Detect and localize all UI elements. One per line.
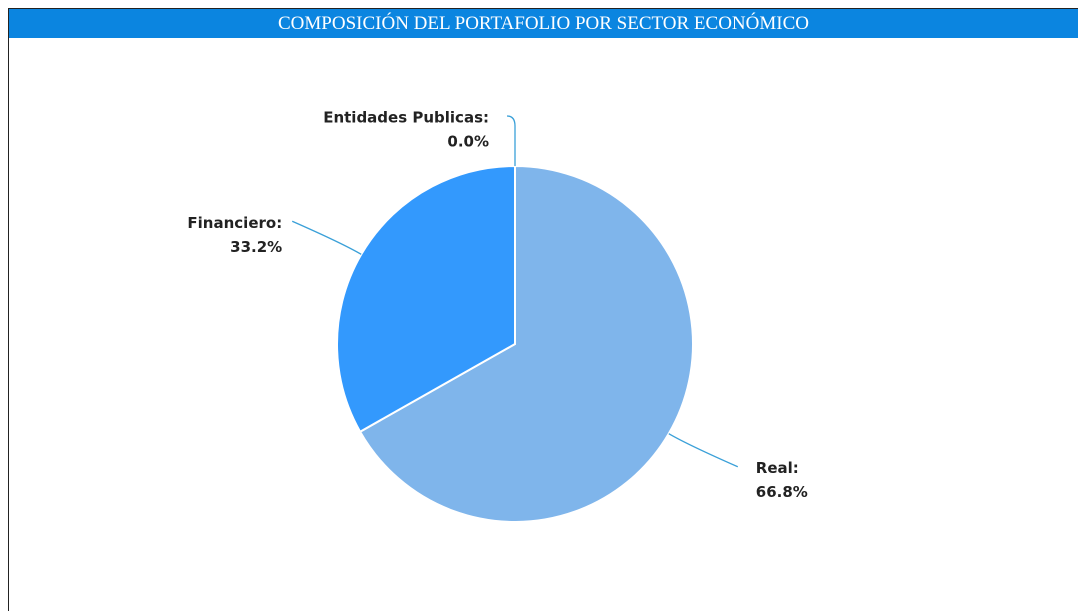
slice-value-label: 66.8% (756, 483, 808, 501)
leader-line (668, 433, 739, 468)
leader-line (291, 220, 362, 255)
slice-label: Financiero: (187, 214, 282, 232)
chart-frame: COMPOSICIÓN DEL PORTAFOLIO POR SECTOR EC… (8, 8, 1078, 611)
leader-line (506, 115, 516, 166)
slice-value-label: 33.2% (230, 238, 282, 256)
chart-title: COMPOSICIÓN DEL PORTAFOLIO POR SECTOR EC… (9, 9, 1078, 38)
pie-slice (358, 164, 694, 523)
slice-label: Entidades Publicas: (323, 109, 489, 127)
slice-value-label: 0.0% (447, 133, 489, 151)
slice-label: Real: (756, 459, 799, 477)
